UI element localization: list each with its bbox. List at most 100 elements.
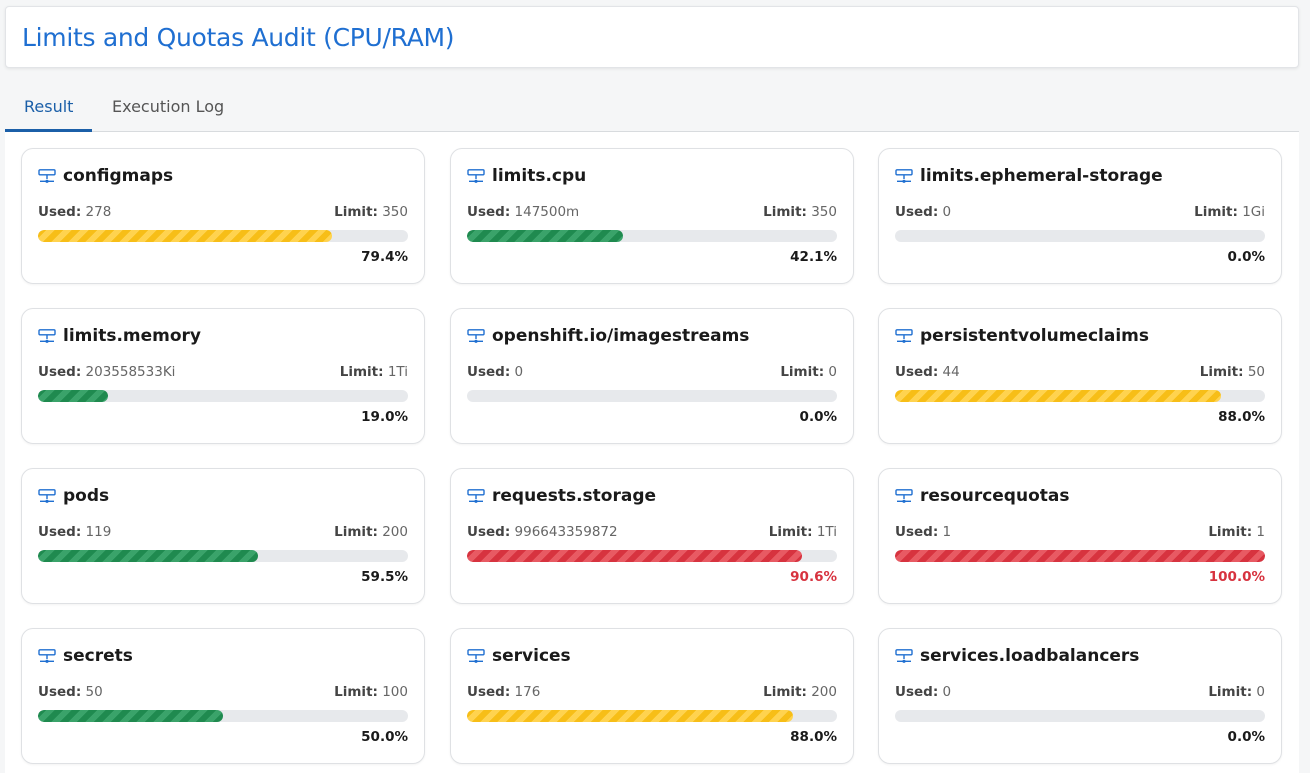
resource-name: requests.storage: [492, 486, 657, 506]
used-label: Used:: [467, 364, 511, 380]
used-stat: Used: 176: [467, 684, 540, 700]
used-value: 996643359872: [514, 524, 618, 540]
usage-percent: 0.0%: [1227, 729, 1265, 745]
card-title: persistentvolumeclaims: [895, 325, 1149, 347]
usage-percent: 0.0%: [1227, 249, 1265, 265]
usage-percent: 50.0%: [361, 729, 408, 745]
quota-card: limits.ephemeral-storage Used: 0 Limit: 1G…: [878, 148, 1282, 284]
used-stat: Used: 996643359872: [467, 524, 618, 540]
limit-label: Limit:: [339, 364, 384, 380]
limit-label: Limit:: [1208, 684, 1253, 700]
server-network-icon: [38, 169, 56, 183]
usage-progress-fill: [38, 550, 259, 562]
usage-meta: Used: 1 Limit: 1: [895, 524, 1265, 542]
usage-progress-fill: [38, 230, 332, 242]
card-title: limits.ephemeral-storage: [895, 165, 1163, 187]
result-panel: configmaps Used: 278 Limit: 350 79.4% limits…: [5, 132, 1299, 773]
usage-meta: Used: 119 Limit: 200: [38, 524, 408, 542]
tab-result[interactable]: Result: [5, 86, 92, 132]
limit-stat: Limit: 1: [1208, 524, 1265, 540]
resource-name: pods: [63, 486, 110, 506]
limit-value: 1Ti: [387, 364, 408, 380]
limit-stat: Limit: 1Ti: [340, 364, 408, 380]
page-title: Limits and Quotas Audit (CPU/RAM): [22, 23, 455, 52]
quota-card: persistentvolumeclaims Used: 44 Limit: 50 8…: [878, 308, 1282, 444]
used-value: 0: [942, 204, 952, 220]
usage-progress-fill: [38, 710, 223, 722]
resource-name: configmaps: [63, 166, 174, 186]
usage-progress-fill: [895, 390, 1221, 402]
limit-stat: Limit: 200: [763, 684, 837, 700]
limit-stat: Limit: 200: [334, 524, 408, 540]
usage-progress-bar: [467, 230, 837, 242]
resource-name: limits.memory: [63, 326, 202, 346]
usage-progress-fill: [38, 390, 109, 402]
used-stat: Used: 278: [38, 204, 111, 220]
used-stat: Used: 1: [895, 524, 951, 540]
limit-label: Limit:: [768, 524, 813, 540]
used-value: 0: [514, 364, 524, 380]
used-value: 278: [85, 204, 112, 220]
used-value: 147500m: [514, 204, 580, 220]
usage-meta: Used: 203558533Ki Limit: 1Ti: [38, 364, 408, 382]
resource-name: secrets: [63, 646, 133, 666]
card-title: resourcequotas: [895, 485, 1069, 507]
resource-name: limits.ephemeral-storage: [920, 166, 1163, 186]
limit-label: Limit:: [763, 684, 807, 700]
used-stat: Used: 50: [38, 684, 103, 700]
usage-percent: 19.0%: [361, 409, 408, 425]
limit-label: Limit:: [334, 204, 378, 220]
page-header: Limits and Quotas Audit (CPU/RAM): [5, 6, 1299, 68]
used-value: 119: [85, 524, 112, 540]
limit-stat: Limit: 50: [1200, 364, 1265, 380]
used-value: 1: [942, 524, 952, 540]
usage-progress-bar: [895, 390, 1265, 402]
resource-name: services: [492, 646, 571, 666]
used-stat: Used: 0: [467, 364, 523, 380]
usage-progress-bar: [38, 230, 408, 242]
limit-stat: Limit: 1Ti: [769, 524, 837, 540]
used-label: Used:: [895, 364, 939, 380]
used-label: Used:: [38, 684, 82, 700]
used-label: Used:: [38, 204, 82, 220]
tab-execution-log[interactable]: Execution Log: [112, 97, 225, 116]
usage-meta: Used: 0 Limit: 0: [467, 364, 837, 382]
used-label: Used:: [467, 524, 511, 540]
usage-progress-bar: [467, 550, 837, 562]
limit-label: Limit:: [780, 364, 825, 380]
limit-stat: Limit: 350: [334, 204, 408, 220]
used-value: 0: [942, 684, 952, 700]
used-stat: Used: 203558533Ki: [38, 364, 175, 380]
usage-progress-bar: [38, 390, 408, 402]
used-value: 176: [514, 684, 541, 700]
used-value: 44: [942, 364, 960, 380]
limit-value: 1: [1256, 524, 1265, 540]
usage-progress-bar: [38, 550, 408, 562]
quota-card: services.loadbalancers Used: 0 Limit: 0 0.0…: [878, 628, 1282, 764]
limit-label: Limit:: [1194, 204, 1238, 220]
limit-label: Limit:: [1199, 364, 1244, 380]
limit-value: 350: [382, 204, 408, 220]
limit-value: 350: [811, 204, 837, 220]
used-value: 50: [85, 684, 103, 700]
server-network-icon: [467, 489, 485, 503]
card-title: requests.storage: [467, 485, 656, 507]
resource-name: limits.cpu: [492, 166, 587, 186]
usage-percent: 42.1%: [790, 249, 837, 265]
usage-meta: Used: 996643359872 Limit: 1Ti: [467, 524, 837, 542]
tab-bar: Result Execution Log: [5, 86, 1299, 132]
usage-meta: Used: 44 Limit: 50: [895, 364, 1265, 382]
usage-progress-fill: [467, 710, 793, 722]
used-stat: Used: 147500m: [467, 204, 579, 220]
card-title: openshift.io/imagestreams: [467, 325, 749, 347]
usage-meta: Used: 278 Limit: 350: [38, 204, 408, 222]
usage-progress-fill: [467, 230, 623, 242]
usage-progress-bar: [38, 710, 408, 722]
server-network-icon: [895, 169, 913, 183]
used-label: Used:: [895, 684, 939, 700]
used-label: Used:: [467, 684, 511, 700]
limit-value: 200: [382, 524, 408, 540]
usage-meta: Used: 50 Limit: 100: [38, 684, 408, 702]
resource-name: resourcequotas: [920, 486, 1070, 506]
card-title: limits.cpu: [467, 165, 586, 187]
